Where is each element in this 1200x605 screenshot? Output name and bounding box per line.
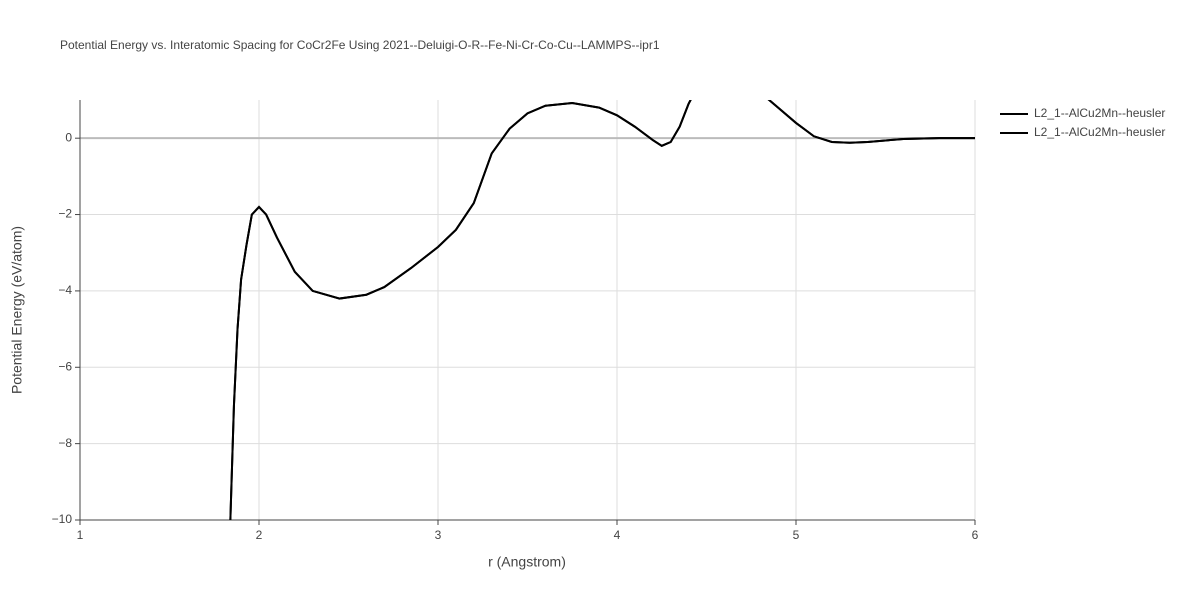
legend-label: L2_1--AlCu2Mn--heusler bbox=[1034, 106, 1165, 120]
y-axis-label: Potential Energy (eV/atom) bbox=[9, 226, 25, 394]
x-tick-label: 2 bbox=[256, 528, 263, 542]
x-tick-label: 6 bbox=[972, 528, 979, 542]
line-series bbox=[229, 100, 975, 520]
x-tick-label: 1 bbox=[77, 528, 84, 542]
y-tick-label: 0 bbox=[65, 130, 72, 144]
x-tick-label: 4 bbox=[614, 528, 621, 542]
legend-label: L2_1--AlCu2Mn--heusler bbox=[1034, 125, 1165, 139]
line-series bbox=[229, 100, 975, 520]
x-axis-label: r (Angstrom) bbox=[488, 554, 566, 570]
chart-title: Potential Energy vs. Interatomic Spacing… bbox=[60, 38, 660, 52]
x-tick-label: 3 bbox=[435, 528, 442, 542]
y-tick-label: −4 bbox=[58, 283, 72, 297]
plot-area bbox=[229, 100, 975, 520]
y-tick-label: −8 bbox=[58, 436, 72, 450]
y-tick-label: −2 bbox=[58, 207, 72, 221]
y-tick-label: −10 bbox=[52, 512, 73, 526]
y-tick-label: −6 bbox=[58, 359, 72, 373]
x-tick-label: 5 bbox=[793, 528, 800, 542]
